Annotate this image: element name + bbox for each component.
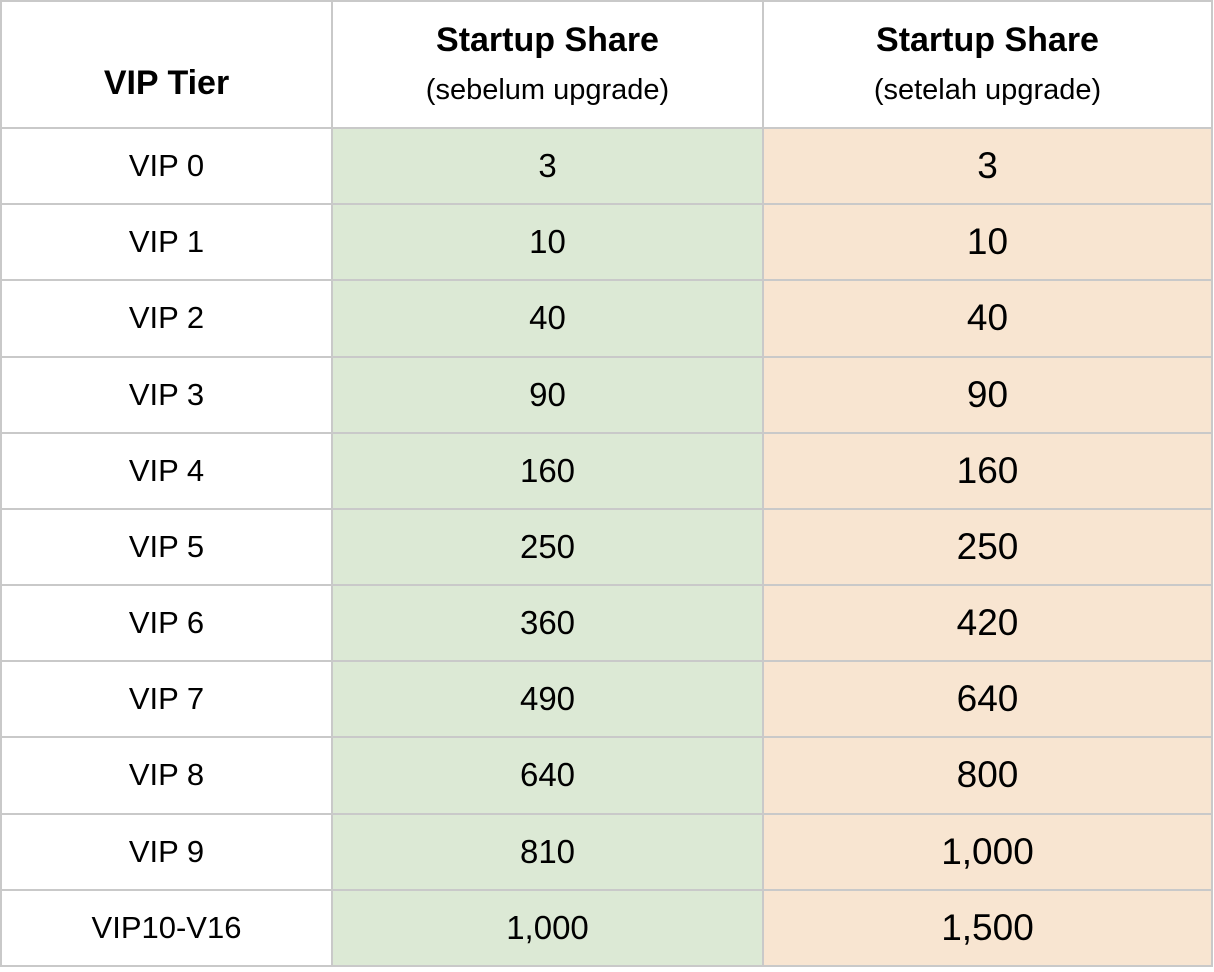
after-value-cell: 1,000: [762, 812, 1213, 891]
before-value-cell: 250: [331, 507, 764, 587]
table-row: VIP10-V16 1,000 1,500: [0, 888, 1213, 968]
table-row: VIP 3 90 90: [0, 355, 1213, 434]
column-header-vip-tier: VIP Tier: [0, 0, 333, 129]
after-header-label: Startup Share: [876, 20, 1099, 59]
header-row: VIP Tier Startup Share (sebelum upgrade)…: [0, 0, 1213, 129]
after-value-cell: 800: [762, 736, 1213, 815]
tier-cell: VIP 5: [0, 507, 333, 587]
tier-cell: VIP 2: [0, 279, 333, 358]
table-header: VIP Tier Startup Share (sebelum upgrade)…: [0, 0, 1213, 129]
after-header-subtitle: (setelah upgrade): [873, 74, 1102, 107]
before-value-cell: 490: [331, 660, 764, 739]
after-value-cell: 250: [762, 507, 1213, 587]
tier-cell: VIP 4: [0, 431, 333, 510]
tier-cell: VIP 9: [0, 812, 333, 891]
after-value-cell: 10: [762, 203, 1213, 282]
tier-cell: VIP10-V16: [0, 888, 333, 968]
tier-cell: VIP 1: [0, 203, 333, 282]
before-value-cell: 1,000: [331, 888, 764, 968]
before-header-subtitle: (sebelum upgrade): [425, 74, 670, 107]
tier-cell: VIP 8: [0, 736, 333, 815]
before-value-cell: 3: [331, 126, 764, 206]
tier-cell: VIP 0: [0, 126, 333, 206]
before-value-cell: 360: [331, 584, 764, 663]
table-row: VIP 2 40 40: [0, 279, 1213, 358]
after-value-cell: 3: [762, 126, 1213, 206]
table-body: VIP 0 3 3 VIP 1 10 10 VIP 2 40 40 VIP 3 …: [0, 126, 1213, 968]
table-row: VIP 5 250 250: [0, 507, 1213, 587]
tier-cell: VIP 6: [0, 584, 333, 663]
table-row: VIP 0 3 3: [0, 126, 1213, 206]
table-row: VIP 4 160 160: [0, 431, 1213, 510]
table-row: VIP 7 490 640: [0, 660, 1213, 739]
vip-tier-header-label: VIP Tier: [103, 64, 230, 102]
before-value-cell: 160: [331, 431, 764, 510]
table-row: VIP 9 810 1,000: [0, 812, 1213, 891]
tier-cell: VIP 7: [0, 660, 333, 739]
table-row: VIP 6 360 420: [0, 584, 1213, 663]
after-value-cell: 420: [762, 584, 1213, 663]
after-value-cell: 1,500: [762, 888, 1213, 968]
tier-cell: VIP 3: [0, 355, 333, 434]
after-value-cell: 160: [762, 431, 1213, 510]
table-row: VIP 1 10 10: [0, 203, 1213, 282]
after-value-cell: 90: [762, 355, 1213, 434]
column-header-after-upgrade: Startup Share (setelah upgrade): [762, 0, 1213, 129]
before-value-cell: 90: [331, 355, 764, 434]
table-row: VIP 8 640 800: [0, 736, 1213, 815]
before-header-label: Startup Share: [436, 20, 659, 59]
before-value-cell: 10: [331, 203, 764, 282]
after-value-cell: 640: [762, 660, 1213, 739]
after-value-cell: 40: [762, 279, 1213, 358]
before-value-cell: 40: [331, 279, 764, 358]
column-header-before-upgrade: Startup Share (sebelum upgrade): [331, 0, 764, 129]
before-value-cell: 810: [331, 812, 764, 891]
before-value-cell: 640: [331, 736, 764, 815]
